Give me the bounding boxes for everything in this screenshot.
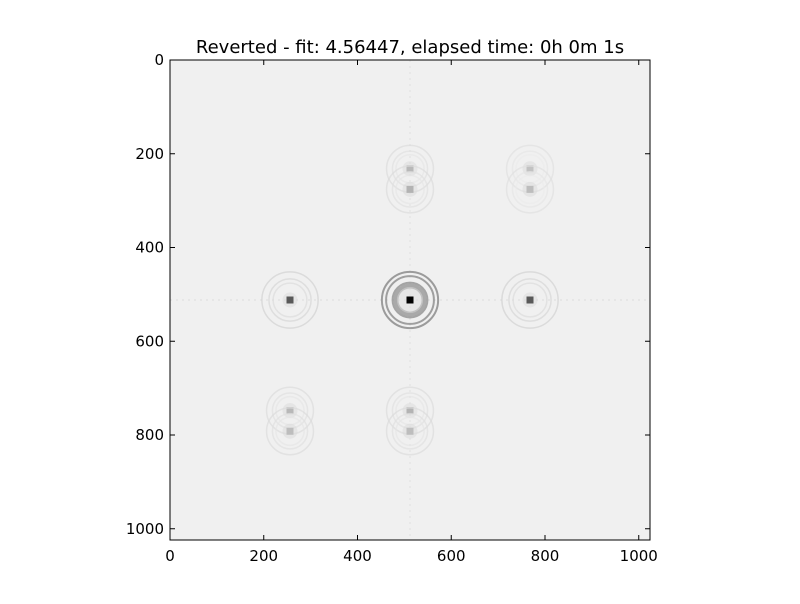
feature-peak-bottom-left-a: [286, 407, 294, 415]
feature-ring-top-right-b-2: [515, 174, 545, 205]
feature-peak-left: [286, 296, 294, 304]
feature-ring-bottom-mid-b-2: [395, 416, 425, 447]
x-tick-label: 1000: [620, 547, 658, 565]
feature-peak-top-mid-b: [406, 185, 414, 193]
feature-ring-top-right-b-1: [511, 171, 549, 208]
x-tick-label: 0: [165, 547, 175, 565]
feature-peak-top-right-a: [526, 165, 534, 173]
feature-ring-left-0: [261, 271, 319, 329]
feature-peak-bottom-mid-b: [406, 427, 414, 435]
feature-peak-right: [526, 296, 534, 304]
y-tick-label: 200: [135, 145, 164, 163]
y-tick-label: 600: [135, 332, 164, 350]
x-tick-label: 800: [531, 547, 560, 565]
x-tick-label: 600: [437, 547, 466, 565]
feature-ring-bottom-left-b-0: [265, 407, 315, 456]
feature-ring-top-mid-b-2: [395, 174, 425, 205]
feature-ring-bottom-mid-b-1: [391, 412, 429, 450]
feature-ring-right-1: [508, 278, 552, 322]
heatmap-features: [170, 60, 650, 540]
feature-peak-bottom-mid-a: [406, 407, 414, 415]
feature-ring-center-2: [391, 281, 429, 319]
feature-peak-top-right-b: [526, 185, 534, 193]
x-tick-label: 200: [249, 547, 278, 565]
y-tick-label: 0: [154, 51, 164, 69]
feature-ring-bottom-left-b-1: [271, 412, 309, 450]
feature-ring-right-2: [512, 282, 548, 318]
feature-ring-left-1: [268, 278, 312, 322]
chart-title: Reverted - fit: 4.56447, elapsed time: 0…: [196, 37, 624, 58]
feature-ring-left-2: [272, 282, 308, 318]
plot-frame: [169, 59, 651, 541]
y-axis: 0 200 400 600 800 1000: [126, 51, 650, 538]
y-tick-label: 1000: [126, 520, 164, 538]
feature-ring-top-right-b-0: [505, 165, 555, 214]
feature-ring-center-0: [380, 270, 440, 330]
feature-peak-top-mid-a: [406, 165, 414, 173]
feature-ring-top-mid-b-1: [391, 171, 429, 208]
feature-ring-right-0: [501, 271, 559, 329]
feature-peak-center: [406, 296, 414, 304]
x-axis: 0 200 400 600 800 1000: [165, 60, 658, 565]
x-tick-label: 400: [343, 547, 372, 565]
y-tick-label: 800: [135, 426, 164, 444]
feature-ring-bottom-left-b-2: [275, 416, 305, 447]
feature-ring-bottom-mid-b-0: [385, 407, 435, 456]
feature-ring-center-1: [385, 275, 435, 325]
y-tick-label: 400: [135, 239, 164, 257]
feature-peak-bottom-left-b: [286, 427, 294, 435]
feature-ring-top-mid-b-0: [385, 165, 435, 214]
feature-ring-center-3: [393, 283, 427, 317]
